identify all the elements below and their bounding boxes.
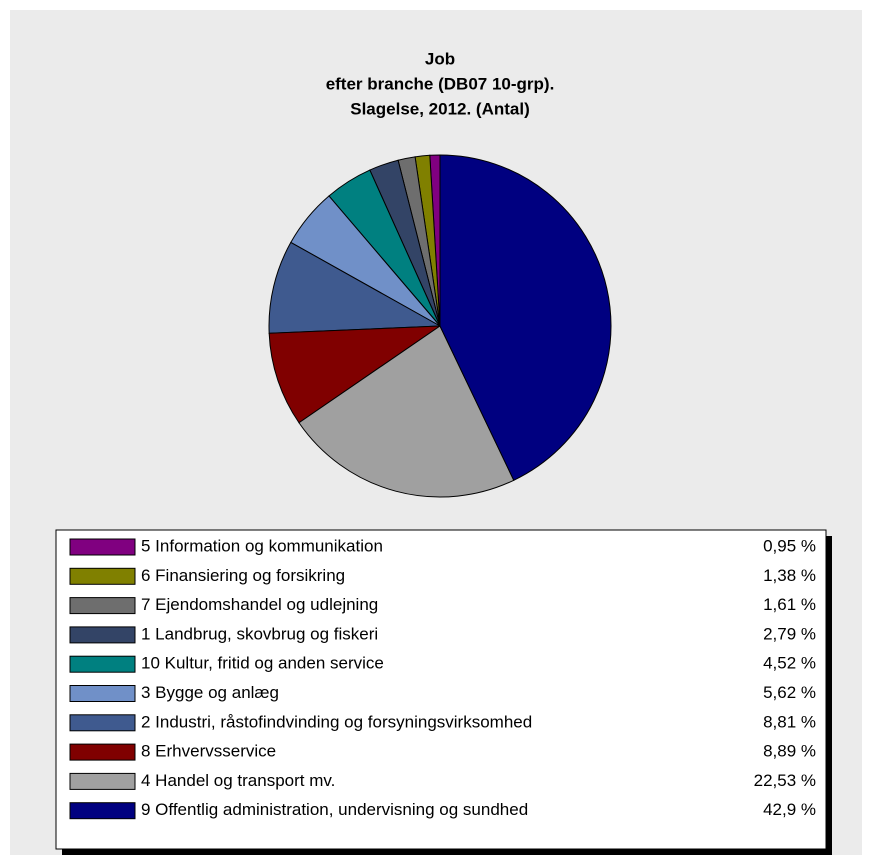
legend-swatch (69, 802, 136, 820)
legend-value: 8,81 % (763, 712, 816, 731)
pie-slice (268, 325, 442, 424)
legend-swatch (69, 714, 136, 732)
legend-value: 8,89 % (763, 742, 816, 761)
legend-label: 7 Ejendomshandel og udlejning (141, 595, 378, 614)
legend-value: 0,95 % (763, 536, 816, 555)
legend-value: 5,62 % (763, 683, 816, 702)
legend-label: 4 Handel og transport mv. (141, 771, 335, 790)
legend-swatch (69, 538, 136, 556)
legend-value: 4,52 % (763, 654, 816, 673)
legend-label: 10 Kultur, fritid og anden service (141, 654, 384, 673)
legend-label: 3 Bygge og anlæg (141, 683, 279, 702)
legend-value: 42,9 % (763, 800, 816, 819)
legend-label: 5 Information og kommunikation (141, 536, 383, 555)
legend-swatch (69, 685, 136, 702)
legend-value: 22,53 % (754, 771, 816, 790)
legend-label: 1 Landbrug, skovbrug og fiskeri (141, 624, 378, 643)
chart-title: efter branche (DB07 10-grp). (326, 74, 555, 93)
legend-swatch (69, 655, 136, 673)
legend-swatch (69, 626, 136, 644)
legend-value: 2,79 % (763, 624, 816, 643)
legend-label: 6 Finansiering og forsikring (141, 566, 345, 585)
pie-slice (268, 241, 442, 334)
chart-title: Slagelse, 2012. (Antal) (350, 99, 530, 118)
chart-title: Job (425, 49, 455, 68)
legend-label: 2 Industri, råstofindvinding og forsynin… (141, 712, 532, 731)
legend-label: 8 Erhvervsservice (141, 742, 276, 761)
legend-swatch (69, 597, 136, 615)
legend-label: 9 Offentlig administration, undervisning… (141, 800, 528, 819)
pie-slice (439, 154, 612, 481)
legend-value: 1,61 % (763, 595, 816, 614)
legend-box (55, 529, 827, 850)
legend-swatch (69, 743, 136, 761)
legend-swatch (69, 772, 136, 790)
legend-swatch (69, 567, 136, 585)
legend-value: 1,38 % (763, 566, 816, 585)
